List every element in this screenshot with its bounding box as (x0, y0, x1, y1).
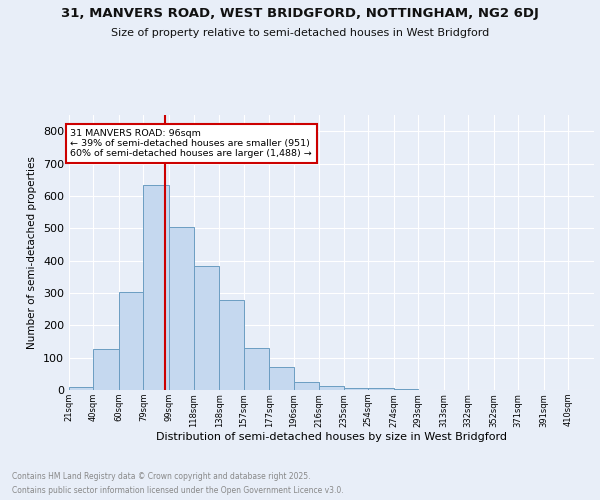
Text: 31, MANVERS ROAD, WEST BRIDGFORD, NOTTINGHAM, NG2 6DJ: 31, MANVERS ROAD, WEST BRIDGFORD, NOTTIN… (61, 8, 539, 20)
Text: 31 MANVERS ROAD: 96sqm
← 39% of semi-detached houses are smaller (951)
60% of se: 31 MANVERS ROAD: 96sqm ← 39% of semi-det… (70, 128, 312, 158)
Bar (293, 382, 319, 390)
Text: Contains public sector information licensed under the Open Government Licence v3: Contains public sector information licen… (12, 486, 344, 495)
Bar (119, 292, 143, 390)
Text: Size of property relative to semi-detached houses in West Bridgford: Size of property relative to semi-detach… (111, 28, 489, 38)
Bar (244, 348, 269, 390)
Bar (269, 366, 293, 390)
Bar (219, 300, 244, 390)
Bar (143, 184, 169, 390)
X-axis label: Distribution of semi-detached houses by size in West Bridgford: Distribution of semi-detached houses by … (156, 432, 507, 442)
Bar (94, 348, 119, 390)
Bar (344, 388, 368, 390)
Bar (319, 386, 344, 390)
Text: Contains HM Land Registry data © Crown copyright and database right 2025.: Contains HM Land Registry data © Crown c… (12, 472, 311, 481)
Bar (169, 228, 194, 390)
Bar (368, 388, 394, 390)
Bar (69, 387, 94, 390)
Y-axis label: Number of semi-detached properties: Number of semi-detached properties (28, 156, 37, 349)
Bar (194, 266, 219, 390)
